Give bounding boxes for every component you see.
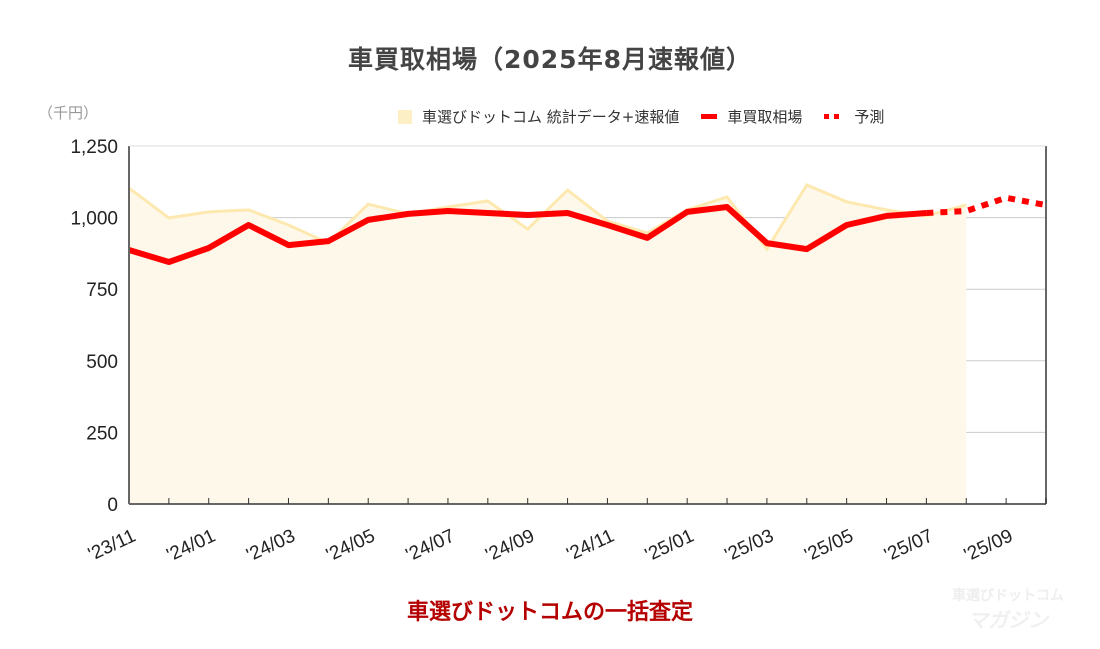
svg-text:0: 0 [107, 495, 118, 516]
y-axis-unit: （千円） [38, 104, 99, 122]
y-axis-ticks: 0 250 500 750 1,000 1,250 [70, 137, 118, 516]
legend-forecast-label: 予測 [854, 108, 885, 126]
area-swatch-icon [398, 109, 412, 124]
svg-text:'25/05: '25/05 [801, 525, 856, 566]
x-axis-ticks: '23/11 '24/01 '24/03 '24/05 '24/07 '24/09 '24/… [85, 498, 1047, 566]
svg-text:'24/07: '24/07 [403, 525, 458, 566]
watermark-line1: 車選びドットコム [952, 588, 1064, 604]
svg-text:'24/09: '24/09 [483, 525, 538, 566]
svg-text:'24/03: '24/03 [243, 525, 298, 566]
legend-area-label: 車選びドットコム 統計データ+速報値 [422, 108, 680, 126]
forecast-line-series [926, 194, 1047, 216]
price-line-series [128, 204, 927, 265]
svg-text:'24/05: '24/05 [323, 525, 378, 566]
svg-text:1,250: 1,250 [70, 137, 118, 158]
legend-line-label: 車買取相場 [727, 108, 803, 126]
axes [128, 145, 1047, 505]
area-series [129, 185, 967, 504]
legend-item-line: 車買取相場 [701, 106, 802, 127]
svg-text:500: 500 [86, 352, 118, 373]
svg-text:'25/03: '25/03 [722, 525, 777, 566]
svg-text:750: 750 [86, 280, 118, 301]
svg-text:250: 250 [86, 423, 118, 444]
svg-text:'24/11: '24/11 [564, 525, 618, 565]
chart-title: 車買取相場（2025年8月速報値） [348, 45, 752, 74]
legend-item-forecast: 予測 [824, 106, 884, 127]
legend-item-area: 車選びドットコム 統計データ+速報値 [398, 106, 679, 127]
area-series-outline [128, 183, 967, 252]
svg-text:1,000: 1,000 [70, 209, 118, 230]
watermark-line2: マガジン [968, 608, 1048, 632]
line-swatch-icon [701, 114, 718, 119]
footer-caption: 車選びドットコムの一括査定 [406, 600, 693, 625]
watermark-logo: 車選びドットコム マガジン [952, 584, 1064, 632]
svg-text:'24/01: '24/01 [164, 525, 219, 566]
svg-text:'25/07: '25/07 [881, 525, 936, 566]
legend: 車選びドットコム 統計データ+速報値 車買取相場 予測 [398, 106, 906, 127]
svg-text:'23/11: '23/11 [85, 525, 139, 565]
svg-text:'25/09: '25/09 [961, 525, 1016, 566]
dotted-swatch-icon [824, 114, 844, 119]
svg-text:'25/01: '25/01 [642, 525, 697, 566]
